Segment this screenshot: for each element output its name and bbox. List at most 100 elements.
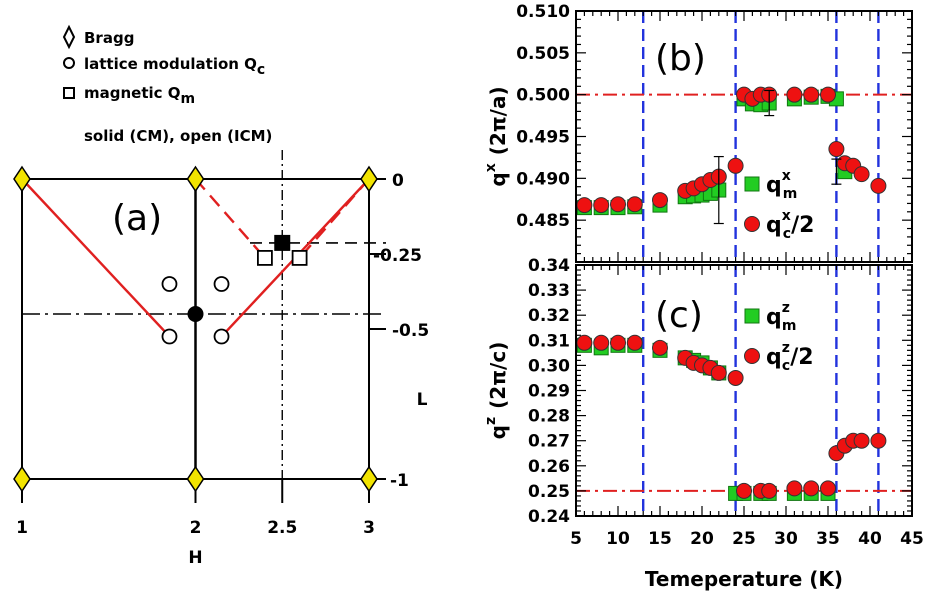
solid-open-note: solid (CM), open (ICM): [84, 127, 272, 145]
x-tick-label-40: 40: [858, 529, 882, 549]
y-tick-label-0.29: 0.29: [528, 382, 570, 402]
bragg-point-3: [13, 465, 31, 493]
y-tick-label-0.31: 0.31: [528, 331, 570, 351]
lattice-open-point-2: [161, 328, 178, 345]
h-axis-title: H: [188, 548, 202, 568]
legend-label-c: qz c/2: [766, 340, 814, 374]
panel-b-label: (b): [655, 38, 706, 79]
y-tick-label-0.26: 0.26: [528, 457, 570, 477]
lattice-open-point-1: [213, 276, 230, 292]
y-tick-label-0.32: 0.32: [528, 306, 570, 326]
lattice-legend-marker: [63, 57, 75, 69]
x-tick-label-20: 20: [690, 529, 714, 549]
h-tick-label-2: 2: [190, 518, 202, 538]
x-axis-title-c: Temeperature (K): [645, 567, 843, 591]
l-tick-label-025: -0.25: [373, 246, 422, 266]
series-c-point-4: [652, 192, 668, 209]
series-c-point-10: [727, 157, 744, 174]
y-tick-label-0.510: 0.510: [516, 2, 570, 22]
y-tick-label-0.34: 0.34: [528, 256, 570, 276]
y-tick-label-0.24: 0.24: [528, 507, 570, 527]
x-tick-label-45: 45: [900, 529, 924, 549]
series-c-point-22: [870, 177, 887, 194]
legend-label-m: qz m: [766, 300, 797, 334]
panel-a-reciprocal-map: (a) 1 2 2.5 3 0 -0.25 -0.5 -1 H L: [13, 150, 429, 568]
x-tick-label-10: 10: [606, 529, 630, 549]
x-tick-label-25: 25: [732, 529, 756, 549]
y-axis-title-b: qx(2π/a): [483, 86, 510, 186]
y-tick-label-0.27: 0.27: [528, 432, 570, 452]
h-tick-label-3: 3: [363, 518, 375, 538]
x-tick-label-5: 5: [570, 529, 582, 549]
series-c-point-0: [576, 334, 593, 351]
l-tick-label-0: 0: [392, 171, 404, 191]
y-tick-label-0.25: 0.25: [528, 482, 570, 502]
magnetic-legend-marker: [63, 87, 75, 99]
y-tick-label-0.28: 0.28: [528, 407, 570, 427]
series-c-point-16: [820, 480, 836, 497]
lattice-legend-label: lattice modulation Qc: [84, 55, 265, 78]
magnetic-open-point-0: [256, 249, 273, 266]
series-c-point-17: [820, 86, 836, 103]
red-solid-line-0: [21, 178, 171, 338]
panel-a-legend: Bragg lattice modulation Qc magnetic Qm …: [62, 24, 272, 145]
series-c-point-1: [593, 197, 610, 214]
l-tick-label-1: -1: [390, 471, 409, 491]
series-c-point-4: [652, 339, 668, 356]
y-axis-title-c: qz(2π/c): [483, 342, 510, 440]
legend-marker-c: [744, 348, 760, 364]
l-axis-title: L: [417, 390, 428, 410]
series-c-point-14: [786, 480, 803, 497]
bragg-legend-label: Bragg: [84, 29, 134, 47]
legend-label-c: qx c/2: [766, 208, 814, 242]
panel-b-qx-plot: 0.485 0.490 0.495 0.500 0.505 0.510 (b) qx m qx c/…: [483, 2, 913, 263]
series-c-point-9: [710, 364, 727, 381]
series-c-point-11: [736, 482, 752, 499]
series-c-point-10: [727, 369, 744, 386]
x-tick-label-35: 35: [816, 529, 840, 549]
series-c-point-15: [803, 480, 820, 497]
lattice-open-point-3: [213, 328, 230, 345]
series-c-point-2: [610, 334, 626, 351]
lattice-solid-point-0: [187, 306, 204, 322]
bragg-legend-marker: [62, 24, 76, 50]
series-c-point-3: [626, 196, 643, 213]
series-c-point-16: [803, 86, 820, 103]
y-tick-label-0.495: 0.495: [516, 128, 570, 148]
series-c-point-20: [853, 432, 870, 449]
panel-c-qz-plot: 0.24 0.25 0.26 0.27 0.28 0.29 0.30 0.31 0.32 0.33…: [483, 256, 924, 591]
magnetic-solid-point-0: [274, 234, 291, 251]
series-c-point-2: [610, 196, 626, 213]
h-tick-label-1: 1: [16, 518, 28, 538]
bragg-point-4: [186, 465, 205, 493]
y-tick-label-0.505: 0.505: [516, 44, 570, 64]
series-c-point-1: [593, 334, 610, 351]
y-tick-label-0.490: 0.490: [516, 169, 570, 189]
series-c-point-15: [786, 86, 803, 103]
y-tick-label-0.485: 0.485: [516, 211, 570, 231]
series-c-point-3: [626, 334, 643, 351]
series-c-point-18: [828, 141, 845, 158]
legend-marker-m: [744, 308, 760, 324]
l-tick-label-05: -0.5: [392, 321, 429, 341]
plot-frame: [575, 264, 913, 517]
magnetic-legend-label: magnetic Qm: [84, 84, 195, 107]
red-dashed-line-1: [298, 178, 370, 259]
h-tick-label-2-5: 2.5: [267, 518, 297, 538]
panel-a-label: (a): [112, 198, 162, 239]
y-tick-label-0.30: 0.30: [528, 356, 570, 376]
series-c-point-13: [761, 482, 778, 499]
lattice-open-point-0: [161, 276, 178, 292]
legend-marker-c: [744, 216, 760, 232]
legend-label-m: qx m: [766, 168, 797, 202]
panel-c-label: (c): [655, 295, 703, 336]
magnetic-open-point-1: [291, 249, 308, 266]
bragg-point-0: [13, 165, 31, 193]
series-c-point-0: [576, 197, 593, 214]
plot-frame: [575, 10, 913, 263]
series-c-point-21: [870, 432, 887, 449]
bragg-point-1: [186, 165, 205, 193]
x-tick-label-15: 15: [648, 529, 672, 549]
y-tick-label-0.500: 0.500: [516, 86, 570, 106]
